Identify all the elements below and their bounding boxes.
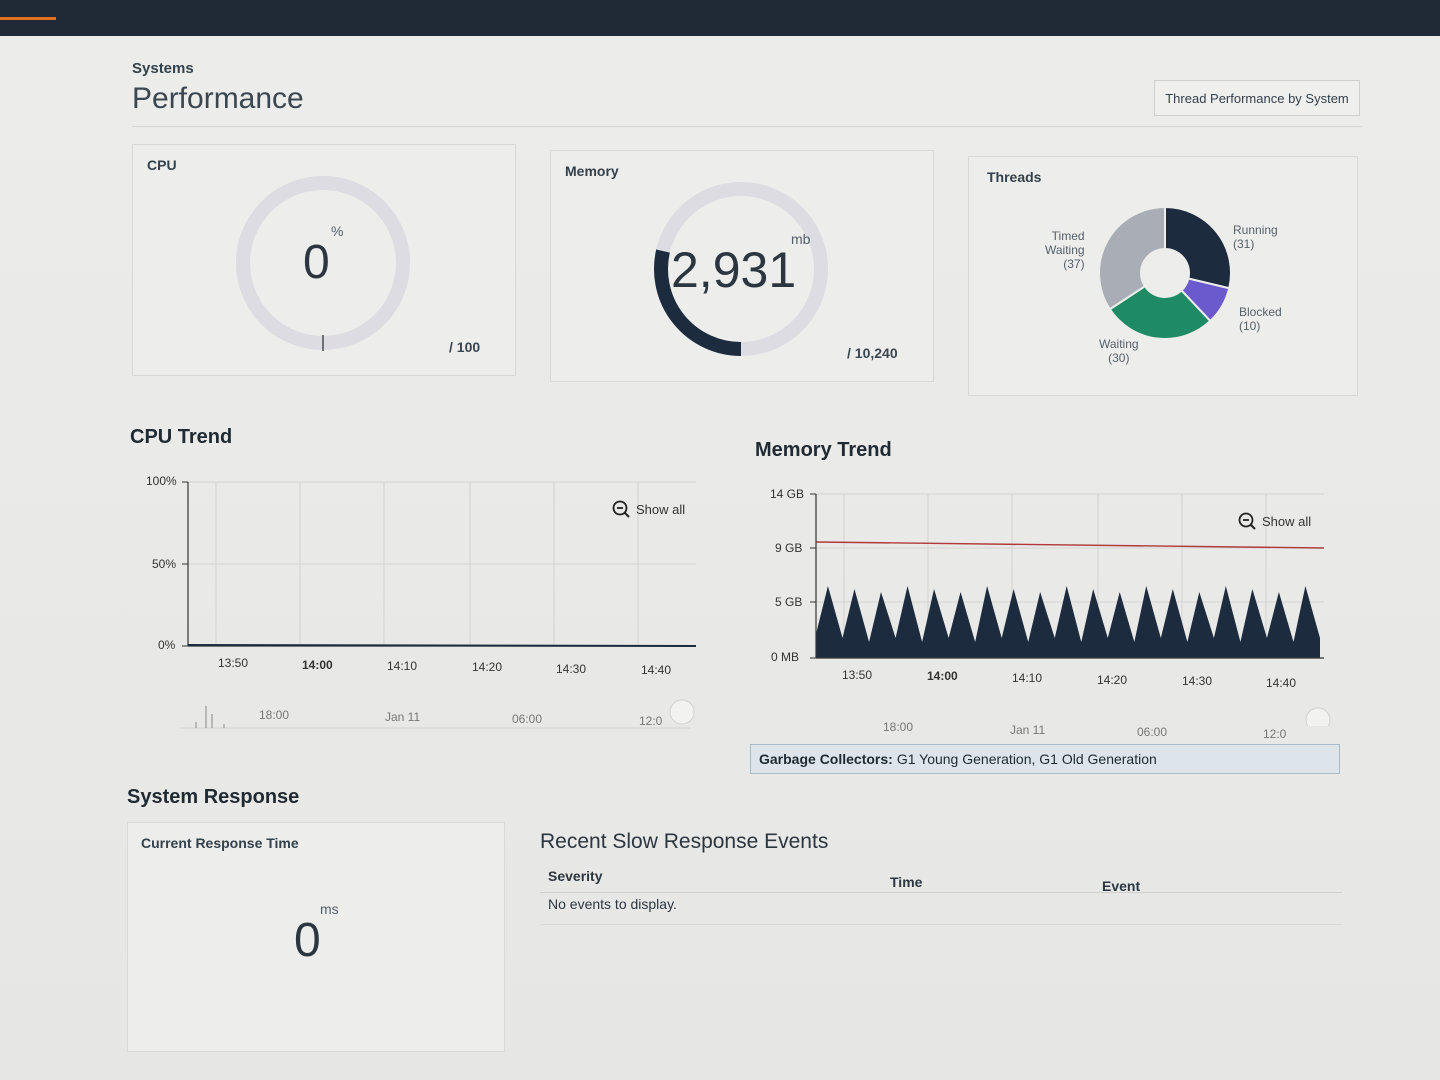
cpu-show-all-button[interactable]: Show all [612,500,685,518]
memory-trend-title: Memory Trend [755,439,892,461]
top-bar [0,0,1440,36]
waiting-count: (30) [1108,351,1130,365]
running-label: Running [1233,223,1278,237]
header-divider [132,126,1362,127]
cpu-nav-tick: 12:0 [639,714,663,728]
cpu-nav-tick: 18:00 [259,708,290,722]
gc-value: G1 Young Generation, G1 Old Generation [896,751,1157,767]
mem-x-tick: 14:10 [1012,671,1043,685]
response-time-card: Current Response Time 0 ms [127,822,505,1052]
cpu-gauge [236,176,410,351]
no-events-message: No events to display. [548,896,677,912]
cpu-trend-title: CPU Trend [130,426,233,448]
cpu-nav-tick: 06:00 [512,712,543,726]
table-row-divider [540,924,1342,925]
page-title: Performance [132,82,304,115]
mem-x-tick: 13:50 [842,668,873,682]
cpu-label: CPU [147,157,177,173]
column-severity[interactable]: Severity [548,868,603,884]
system-response-title: System Response [127,786,300,808]
zoom-out-icon [612,500,630,518]
column-time[interactable]: Time [890,874,923,890]
blocked-count: (10) [1239,319,1261,333]
cpu-value: 0 [303,236,330,289]
threads-card: Threads Running (31) Blocked (10) Waiting(… [968,156,1358,396]
cpu-max: / 100 [449,339,481,355]
cpu-x-tick: 14:40 [641,663,672,677]
pie-slice-waiting[interactable] [1108,284,1212,340]
mem-x-tick: 14:40 [1266,676,1297,690]
mem-nav-tick: Jan 11 [1010,723,1046,737]
show-all-label: Show all [636,501,686,517]
memory-show-all-button[interactable]: Show all [1238,512,1311,530]
column-event[interactable]: Event [1102,878,1141,894]
slow-events-table: Severity Time Event [540,864,1342,934]
cpu-x-tick: 14:30 [556,662,587,676]
blocked-label: Blocked [1239,305,1282,319]
mem-x-tick: 14:30 [1182,674,1213,688]
cpu-y-tick-100: 100% [146,474,177,488]
memory-unit: mb [791,231,811,247]
cpu-y-tick-50: 50% [152,557,177,571]
mem-nav-tick: 12:0 [1263,727,1287,741]
zoom-out-icon [1238,512,1256,530]
cpu-x-tick: 13:50 [218,656,249,670]
mem-y-tick: 0 MB [771,650,800,664]
memory-gauge [654,182,828,356]
cpu-nav-tick: Jan 11 [385,710,421,724]
cpu-card: CPU 0 % / 100 [132,144,516,376]
memory-card: Memory 2,931 mb / 10,240 [550,150,934,382]
timed-label-2: Waiting [1045,243,1085,257]
mem-x-tick: 14:20 [1097,673,1128,687]
table-header-divider [540,892,1342,893]
mem-y-tick: 9 GB [775,541,803,555]
pie-label-waiting: Waiting (30) [1099,337,1139,365]
response-time-unit: ms [320,901,339,917]
memory-max: / 10,240 [847,345,898,361]
cpu-trend-chart [180,481,697,729]
garbage-collectors-bar: Garbage Collectors: G1 Young Generation,… [750,744,1340,774]
performance-page: Systems Performance Thread Performance b… [0,36,1440,1080]
pie-label-timed-waiting: Timed Waiting (37) [1045,229,1085,271]
cpu-y-tick-0: 0% [158,638,176,652]
threads-pie-chart [1098,205,1232,340]
timed-label-1: Timed [1051,229,1085,243]
pie-label-blocked: Blocked (10) [1239,305,1282,333]
cpu-x-tick: 14:20 [472,660,503,674]
top-bar-accent [0,17,56,20]
cpu-x-tick: 14:10 [387,659,418,673]
mem-nav-tick: 06:00 [1137,725,1168,739]
thread-performance-button[interactable]: Thread Performance by System [1154,80,1360,116]
waiting-label: Waiting [1099,337,1139,351]
timed-count: (37) [1063,257,1085,271]
gc-label: Garbage Collectors: [759,751,893,767]
pie-label-running: Running (31) [1233,223,1278,251]
threads-label: Threads [987,169,1042,185]
memory-label: Memory [565,163,619,179]
running-count: (31) [1233,237,1255,251]
cpu-x-tick: 14:00 [302,658,333,672]
response-time-label: Current Response Time [141,835,299,851]
mem-x-tick: 14:00 [927,669,958,683]
memory-value: 2,931 [671,242,797,298]
pie-slice-running[interactable] [1164,205,1232,290]
mem-y-tick: 14 GB [770,487,805,501]
mem-y-tick: 5 GB [775,595,803,609]
pie-slice-timed-waiting[interactable] [1098,205,1166,311]
show-all-label: Show all [1262,513,1312,529]
breadcrumb[interactable]: Systems [132,60,194,77]
memory-trend-chart [810,493,1331,726]
cpu-unit: % [331,223,344,239]
slow-events-title: Recent Slow Response Events [540,830,829,853]
response-time-value: 0 [294,914,321,967]
mem-nav-tick: 18:00 [883,720,914,734]
